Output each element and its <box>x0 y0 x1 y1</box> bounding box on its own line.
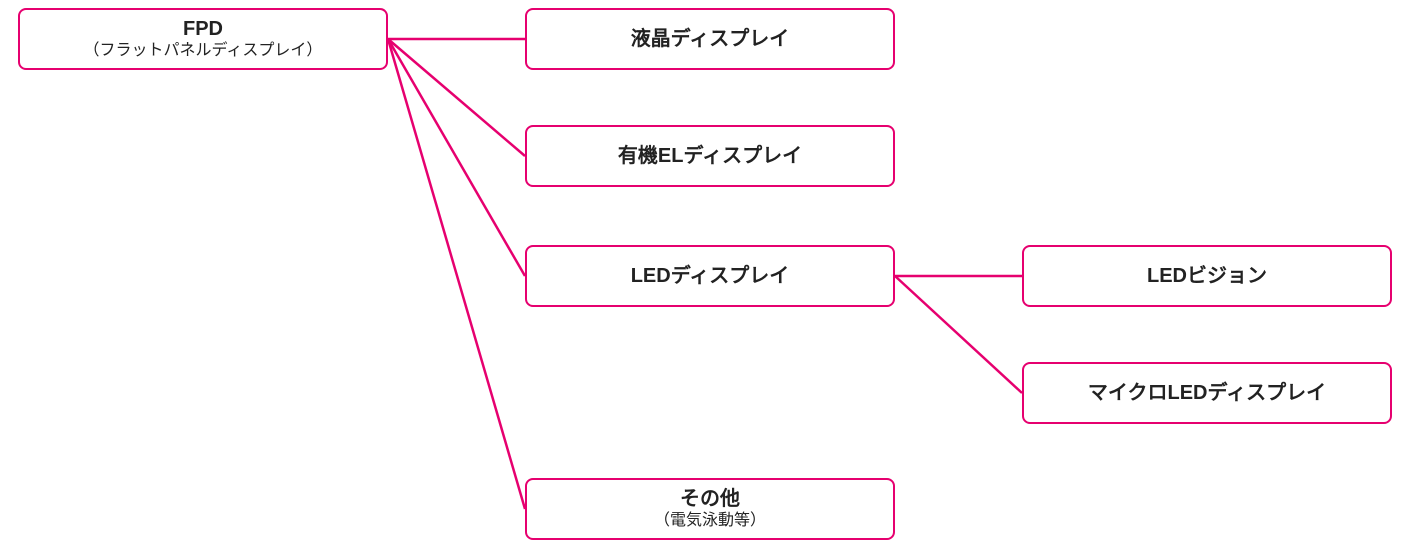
node-other: その他（電気泳動等） <box>525 478 895 540</box>
edge <box>388 39 525 276</box>
edge <box>388 39 525 156</box>
node-subtitle: （フラットパネルディスプレイ） <box>84 41 323 60</box>
node-title: その他 <box>680 487 740 511</box>
node-root: FPD（フラットパネルディスプレイ） <box>18 8 388 70</box>
edge <box>895 276 1022 393</box>
fpd-tree-diagram: FPD（フラットパネルディスプレイ） 液晶ディスプレイ有機ELディスプレイ LEDデ… <box>0 0 1414 549</box>
node-title: LEDビジョン <box>1147 264 1267 288</box>
node-subtitle: （電気泳動等） <box>654 511 766 530</box>
node-title: LEDディスプレイ <box>631 264 790 288</box>
node-ledvision: LEDビジョン <box>1022 245 1392 307</box>
node-title: FPD <box>183 17 223 41</box>
node-title: 液晶ディスプレイ <box>631 27 790 51</box>
node-microled: マイクロLEDディスプレイ <box>1022 362 1392 424</box>
node-title: マイクロLEDディスプレイ <box>1088 381 1326 405</box>
node-oled: 有機ELディスプレイ <box>525 125 895 187</box>
node-title: 有機ELディスプレイ <box>618 144 802 168</box>
edge <box>388 39 525 509</box>
node-led: LEDディスプレイ <box>525 245 895 307</box>
node-lcd: 液晶ディスプレイ <box>525 8 895 70</box>
